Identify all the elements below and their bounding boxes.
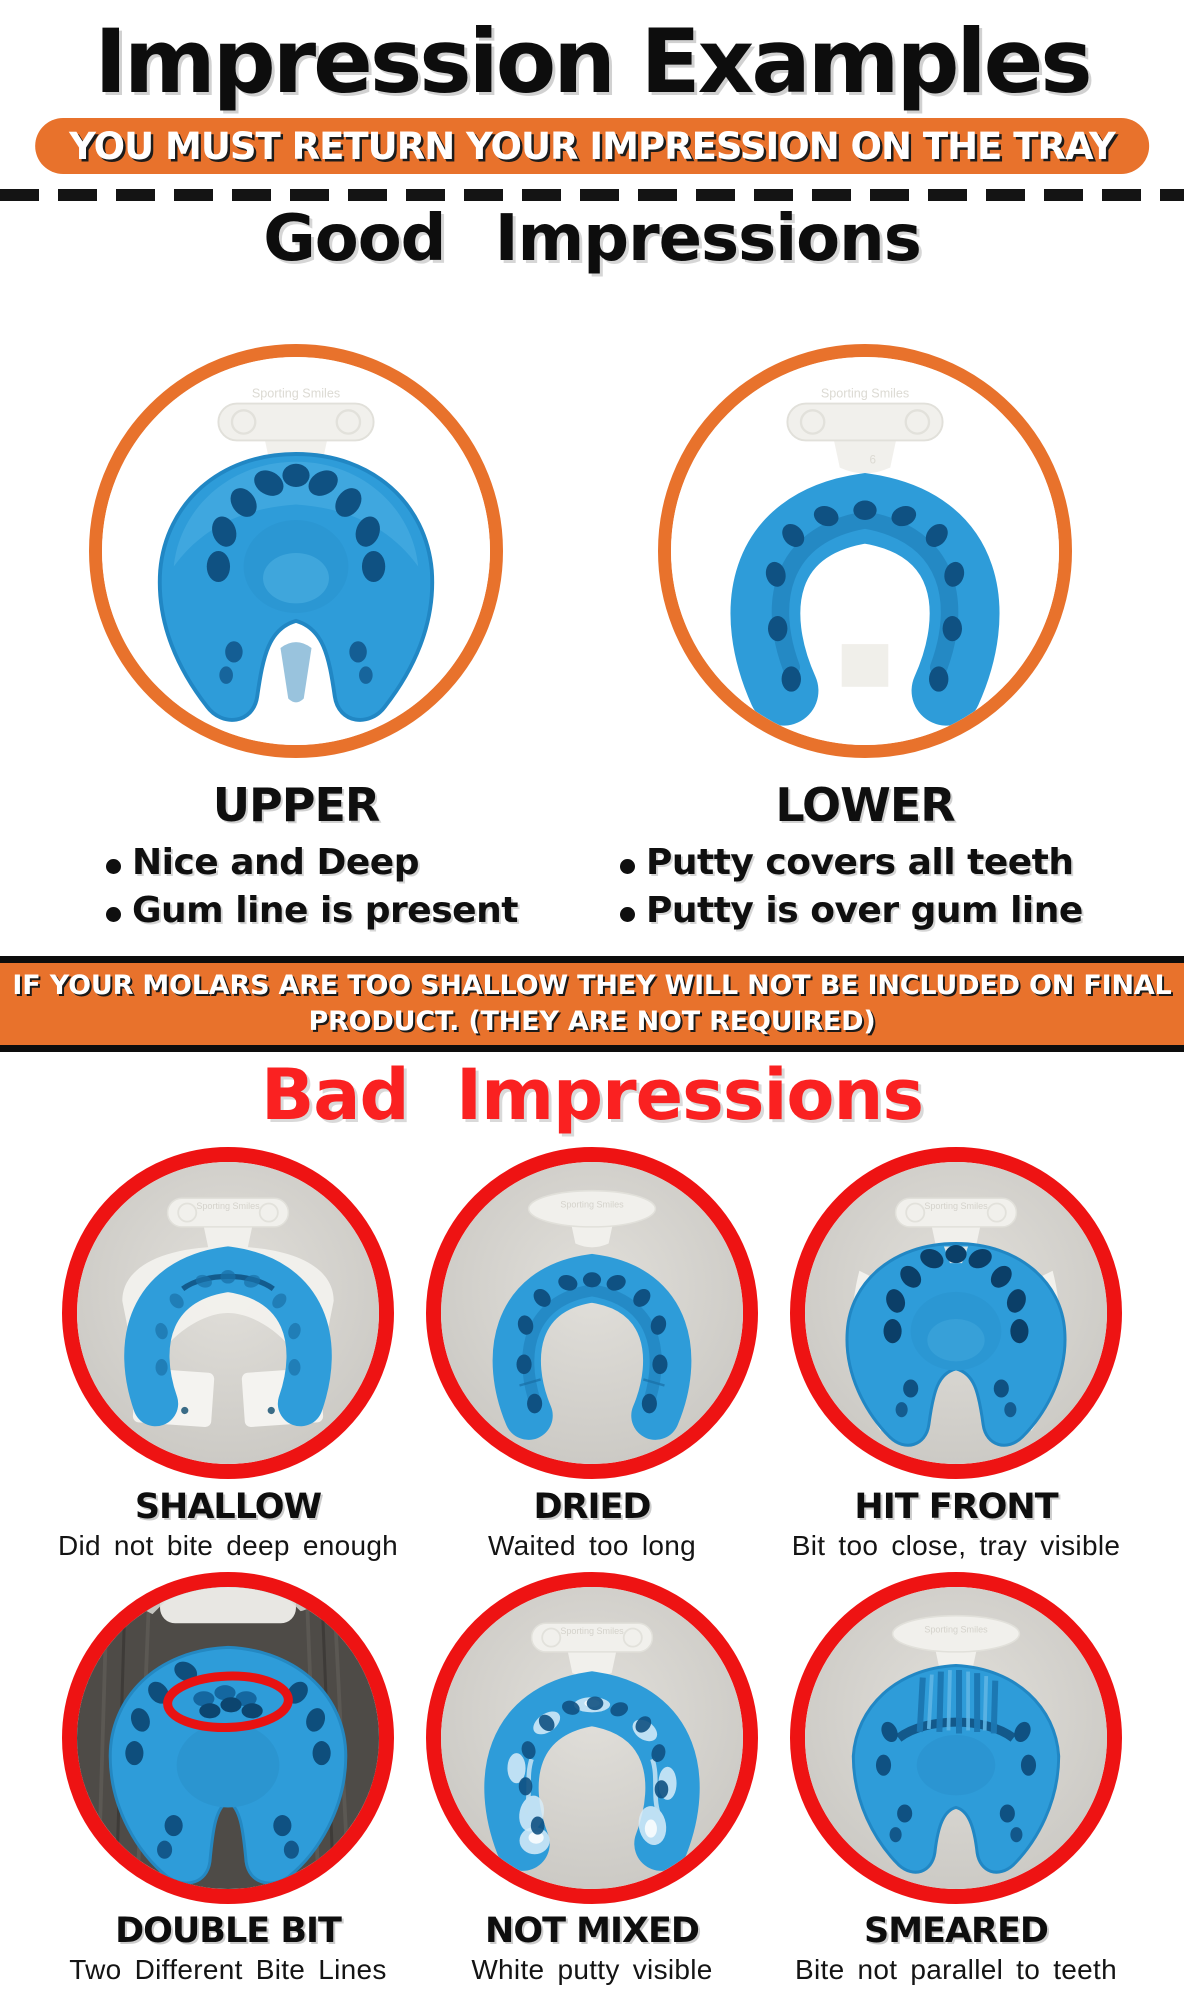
putty-hit-front (845, 1242, 1067, 1447)
shallow-impression-illustration: Sporting Smiles (77, 1162, 379, 1464)
notice-line-2: PRODUCT. (THEY ARE NOT REQUIRED) (308, 1006, 876, 1037)
bad-impressions-heading: Bad Impressions (260, 1054, 924, 1136)
notice-line-1: IF YOUR MOLARS ARE TOO SHALLOW THEY WILL… (12, 970, 1172, 1001)
bad-photo-smeared: Sporting Smiles (790, 1572, 1122, 1904)
bullet-text: Gum line is present (132, 890, 518, 931)
lower-bullets: Putty covers all teeth Putty is over gum… (620, 842, 1083, 931)
molar-notice-banner: IF YOUR MOLARS ARE TOO SHALLOW THEY WILL… (0, 956, 1184, 1052)
bullet-dot (106, 859, 121, 874)
tray-brand-text: Sporting Smiles (821, 387, 909, 401)
bad-label-double-bit: DOUBLE BIT (115, 1911, 342, 1951)
bullet-item: Putty is over gum line (620, 890, 1083, 931)
not-mixed-impression-illustration: Sporting Smiles (441, 1587, 743, 1889)
bad-caption-dried: Waited too long (487, 1530, 697, 1561)
tray-brand-text: Sporting Smiles (924, 1201, 988, 1211)
putty-lower (730, 473, 1000, 726)
double-bit-impression-illustration (77, 1587, 379, 1889)
bad-caption-smeared: Bite not parallel to teeth (795, 1954, 1117, 1985)
bad-label-shallow: SHALLOW (134, 1487, 322, 1527)
putty-upper (157, 452, 435, 722)
bullet-text: Nice and Deep (132, 842, 419, 883)
tray-handle: Sporting Smiles (891, 1614, 1021, 1674)
good-lower-photo: Sporting Smiles 6 (658, 344, 1072, 758)
tray-handle: Sporting Smiles (166, 1197, 290, 1254)
putty-not-mixed (484, 1671, 700, 1871)
putty-shallow (124, 1246, 332, 1427)
tray-handle: Sporting Smiles (530, 1622, 654, 1679)
return-tray-banner: YOU MUST RETURN YOUR IMPRESSION ON THE T… (35, 118, 1149, 174)
dried-impression-illustration: Sporting Smiles (441, 1162, 743, 1464)
tray-brand-text: Sporting Smiles (196, 1201, 260, 1211)
hit-front-impression-illustration: Sporting Smiles (805, 1162, 1107, 1464)
tray-brand-text: Sporting Smiles (252, 387, 340, 401)
upper-label: UPPER (212, 778, 381, 832)
bullet-item: Nice and Deep (106, 842, 518, 883)
bullet-dot (620, 907, 635, 922)
bad-label-hit-front: HIT FRONT (854, 1487, 1058, 1527)
bad-photo-hit-front: Sporting Smiles (790, 1147, 1122, 1479)
tray-handle: Sporting Smiles (894, 1197, 1018, 1254)
bad-caption-not-mixed: White putty visible (471, 1954, 713, 1985)
bad-label-not-mixed: NOT MIXED (485, 1911, 700, 1951)
bullet-dot (106, 907, 121, 922)
bad-photo-dried: Sporting Smiles (426, 1147, 758, 1479)
bullet-item: Putty covers all teeth (620, 842, 1083, 883)
bullet-text: Putty covers all teeth (646, 842, 1074, 883)
bad-photo-not-mixed: Sporting Smiles (426, 1572, 758, 1904)
bullet-dot (620, 859, 635, 874)
upper-impression-illustration: Sporting Smiles (102, 357, 490, 745)
bad-caption-hit-front: Bit too close, tray visible (791, 1530, 1121, 1561)
lower-impression-illustration: Sporting Smiles 6 (671, 357, 1059, 745)
bullet-text: Putty is over gum line (646, 890, 1083, 931)
smeared-impression-illustration: Sporting Smiles (805, 1587, 1107, 1889)
good-impressions-heading: Good Impressions (263, 202, 922, 276)
tray-handle: Sporting Smiles (217, 387, 375, 475)
lower-label: LOWER (775, 778, 955, 832)
putty-smeared (851, 1664, 1061, 1874)
upper-bullets: Nice and Deep Gum line is present (106, 842, 518, 931)
bad-caption-shallow: Did not bite deep enough (57, 1530, 399, 1561)
bad-label-dried: DRIED (533, 1487, 652, 1527)
tray-handle: Sporting Smiles (527, 1189, 657, 1249)
tray-brand-text: Sporting Smiles (560, 1626, 624, 1636)
double-bite-annotation-circle (163, 1671, 293, 1733)
tray-brand-text: Sporting Smiles (924, 1624, 988, 1634)
bad-label-smeared: SMEARED (864, 1911, 1049, 1951)
bad-photo-shallow: Sporting Smiles (62, 1147, 394, 1479)
bullet-item: Gum line is present (106, 890, 518, 931)
bad-photo-double-bit (62, 1572, 394, 1904)
bad-caption-double-bit: Two Different Bite Lines (69, 1954, 387, 1985)
putty-dried (492, 1253, 692, 1440)
tray-brand-text: Sporting Smiles (560, 1199, 624, 1209)
tray-number-text: 6 (870, 454, 876, 467)
page-title: Impression Examples (94, 10, 1092, 113)
dashed-divider (0, 189, 1184, 201)
good-upper-photo: Sporting Smiles (89, 344, 503, 758)
tray-handle: Sporting Smiles 6 (786, 387, 944, 475)
